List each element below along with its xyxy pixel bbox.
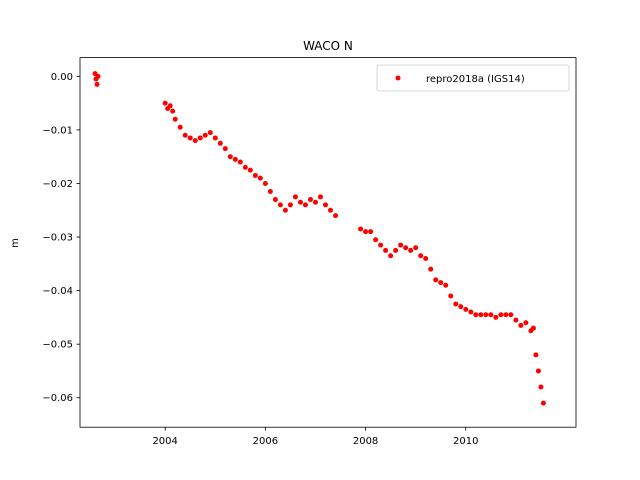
data-point (317, 194, 323, 200)
data-point (398, 242, 404, 248)
legend-box (376, 64, 570, 92)
legend: repro2018a (IGS14) (376, 64, 570, 92)
data-point (207, 130, 213, 136)
data-point (262, 180, 268, 186)
data-point (202, 132, 208, 138)
x-tick-label: 2006 (253, 436, 278, 447)
data-point (413, 245, 419, 251)
data-point (533, 352, 539, 358)
data-point (428, 266, 434, 272)
data-point (297, 199, 303, 205)
data-point (368, 229, 374, 235)
data-point (513, 317, 519, 323)
y-tick-label: −0.05 (42, 340, 73, 351)
data-point (498, 312, 504, 318)
y-tick-label: −0.02 (42, 179, 73, 190)
data-point (177, 124, 183, 130)
data-point (373, 237, 379, 243)
y-axis-label: m (10, 238, 21, 248)
data-point (212, 135, 218, 141)
data-point (287, 202, 293, 208)
data-point (302, 202, 308, 208)
y-tick-label: 0.00 (51, 72, 73, 83)
y-tick-label: −0.01 (42, 125, 73, 136)
data-point (383, 247, 389, 253)
y-tick-label: −0.04 (42, 286, 73, 297)
y-axis: 0.00 −0.01 −0.02 −0.03 −0.04 −0.05 −0.06 (42, 72, 80, 404)
legend-label: repro2018a (IGS14) (426, 74, 525, 85)
data-point (252, 172, 258, 178)
data-point (232, 156, 238, 162)
data-point (192, 138, 198, 144)
data-point (227, 154, 233, 160)
data-point (483, 312, 489, 318)
data-point (540, 400, 546, 406)
data-point (378, 242, 384, 248)
data-point (448, 293, 454, 299)
data-point (468, 309, 474, 315)
data-point (488, 312, 494, 318)
x-tick-label: 2004 (152, 436, 177, 447)
data-point (197, 135, 203, 141)
data-point (292, 194, 298, 200)
data-point (418, 253, 424, 259)
x-tick-label: 2008 (353, 436, 378, 447)
data-point (433, 277, 439, 283)
data-point (222, 146, 228, 152)
data-point (388, 253, 394, 259)
plot-area-frame (79, 57, 577, 428)
data-point (363, 229, 369, 235)
data-point (358, 226, 364, 232)
data-point (403, 245, 409, 251)
x-tick-label: 2010 (453, 436, 478, 447)
y-tick-label: −0.03 (42, 233, 73, 244)
data-point (307, 197, 313, 203)
data-point (328, 207, 334, 213)
data-point (242, 164, 248, 170)
data-point (322, 202, 328, 208)
data-point (535, 368, 541, 374)
data-point (333, 213, 339, 219)
data-point (393, 247, 399, 253)
data-point (95, 73, 101, 79)
data-point (473, 312, 479, 318)
data-point (523, 320, 529, 326)
data-point (538, 384, 544, 390)
data-point (94, 81, 100, 87)
data-point (257, 175, 263, 181)
data-point (463, 306, 469, 312)
data-point (508, 312, 514, 318)
data-point (478, 312, 484, 318)
legend-marker (395, 75, 401, 81)
data-point (267, 189, 273, 195)
chart-title: WACO N (303, 39, 353, 53)
data-point (182, 132, 188, 138)
data-point (518, 322, 524, 328)
data-point (167, 103, 173, 109)
data-point (423, 255, 429, 261)
data-point (312, 199, 318, 205)
data-point (170, 108, 176, 114)
data-point (453, 301, 459, 307)
data-point (247, 167, 253, 173)
data-point (272, 197, 278, 203)
data-point (172, 116, 178, 122)
data-point (503, 312, 509, 318)
data-point (187, 135, 193, 141)
data-point (530, 325, 536, 331)
data-point (438, 280, 444, 286)
data-point (493, 314, 499, 320)
data-point (282, 207, 288, 213)
data-point (237, 159, 243, 165)
data-point (408, 247, 414, 253)
data-point (162, 100, 168, 106)
x-axis: 2004 2006 2008 2010 (152, 427, 479, 447)
y-tick-label: −0.06 (42, 393, 73, 404)
data-points (92, 71, 546, 406)
data-point (217, 140, 223, 146)
data-point (443, 282, 449, 288)
data-point (458, 304, 464, 310)
data-point (277, 202, 283, 208)
